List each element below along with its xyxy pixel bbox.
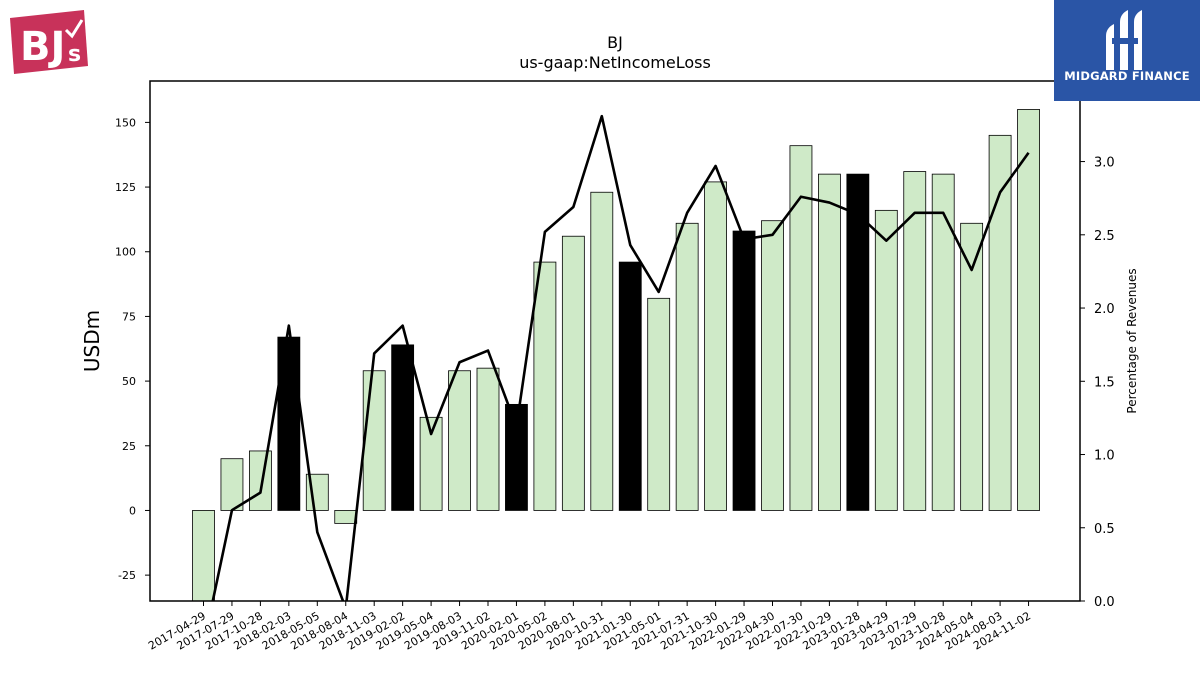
bar-2023-10-28 bbox=[931, 173, 955, 511]
bar-2020-02-01 bbox=[505, 403, 528, 511]
bar-series bbox=[192, 109, 1040, 601]
bjs-logo: BJ s bbox=[10, 10, 88, 74]
y2-tick-label: 2.5 bbox=[1094, 229, 1115, 244]
bar-2018-11-03 bbox=[362, 370, 386, 511]
bar-2021-07-31 bbox=[675, 222, 699, 511]
bar-2017-04-29 bbox=[192, 510, 215, 601]
left-axis: -25 0 25 50 75 100 125 150 bbox=[115, 116, 150, 582]
chart-subtitle: us-gaap:NetIncomeLoss bbox=[519, 53, 711, 72]
bar-2017-10-28 bbox=[248, 450, 272, 511]
y2-tick-label: 1.5 bbox=[1094, 375, 1115, 390]
bar-2019-02-02 bbox=[391, 344, 415, 511]
bar-2024-08-03 bbox=[988, 134, 1012, 511]
plot-frame bbox=[149, 80, 1081, 602]
y-tick-label: 75 bbox=[122, 310, 136, 323]
x-axis: 2017-04-292017-07-292017-10-282018-02-03… bbox=[146, 601, 1033, 653]
y2-tick-label: 2.0 bbox=[1094, 302, 1115, 317]
pct-revenue-line bbox=[211, 114, 1030, 601]
y2-axis-label: Percentage of Revenues bbox=[1125, 268, 1139, 413]
bar-2020-10-31 bbox=[590, 191, 614, 511]
bar-2018-02-03 bbox=[277, 336, 301, 511]
bar-2022-07-30 bbox=[789, 145, 813, 511]
y2-tick-label: 3.0 bbox=[1094, 156, 1115, 171]
chart-title: BJ bbox=[607, 33, 623, 52]
svg-text:BJ: BJ bbox=[20, 24, 65, 70]
bar-2021-10-30 bbox=[704, 181, 727, 511]
bar-2020-08-01 bbox=[561, 235, 585, 511]
y-tick-label: 0 bbox=[129, 504, 136, 517]
y-tick-label: 100 bbox=[115, 246, 136, 259]
midgard-logo-text: MIDGARD FINANCE bbox=[1064, 69, 1190, 83]
bar-2023-01-28 bbox=[846, 173, 870, 511]
y-tick-label: 150 bbox=[115, 116, 136, 129]
bar-2024-05-04 bbox=[960, 222, 984, 511]
line-series bbox=[211, 114, 1030, 601]
bar-2023-04-29 bbox=[874, 209, 898, 511]
bar-2021-05-01 bbox=[647, 297, 671, 511]
bar-2019-05-04 bbox=[419, 416, 443, 511]
y2-tick-label: 0.5 bbox=[1094, 522, 1115, 537]
y2-tick-label: 0.0 bbox=[1094, 595, 1115, 610]
bar-2019-08-03 bbox=[448, 370, 471, 511]
bar-2023-07-29 bbox=[903, 171, 927, 511]
y-tick-label: -25 bbox=[118, 569, 136, 582]
bar-2022-01-29 bbox=[732, 230, 756, 511]
bar-2024-11-02 bbox=[1017, 109, 1040, 511]
right-axis: 0.0 0.5 1.0 1.5 2.0 2.5 3.0 bbox=[1080, 156, 1115, 610]
bar-2019-11-02 bbox=[476, 367, 500, 511]
svg-text:s: s bbox=[68, 42, 81, 67]
bar-2018-08-04 bbox=[334, 510, 358, 524]
bar-2021-01-30 bbox=[618, 261, 642, 511]
midgard-finance-logo: MIDGARD FINANCE bbox=[1054, 0, 1200, 101]
y-axis-label: USDm bbox=[80, 310, 104, 372]
y-tick-label: 25 bbox=[122, 440, 136, 453]
midgard-mark-icon bbox=[1106, 10, 1142, 70]
bar-2022-10-29 bbox=[818, 173, 841, 511]
bar-2017-07-29 bbox=[220, 458, 244, 511]
y2-tick-label: 1.0 bbox=[1094, 449, 1115, 464]
bar-2020-05-02 bbox=[533, 261, 557, 511]
y-tick-label: 125 bbox=[115, 181, 136, 194]
bar-2022-04-30 bbox=[761, 220, 784, 511]
y-tick-label: 50 bbox=[122, 375, 136, 388]
